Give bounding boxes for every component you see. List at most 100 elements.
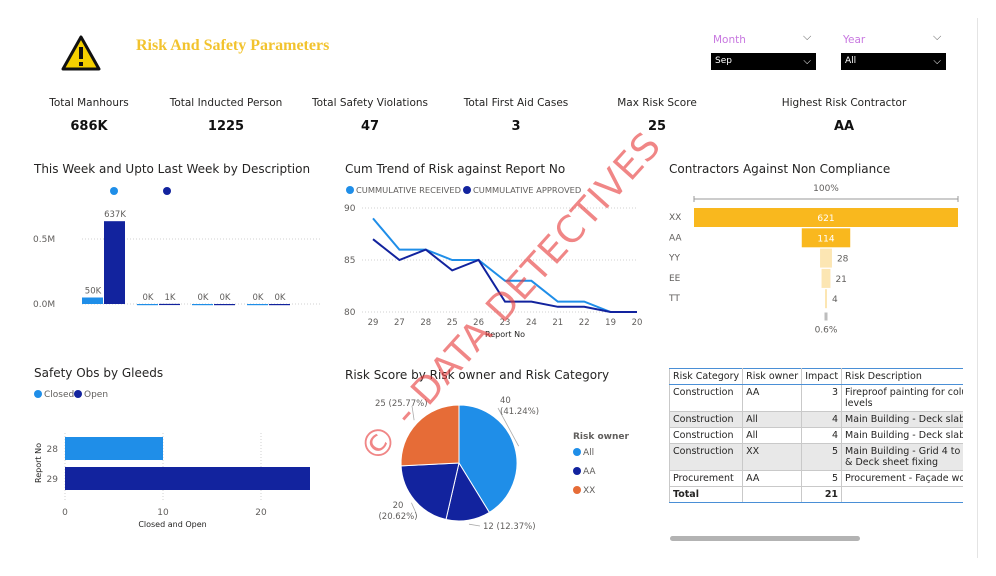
x-tick-label: 24 [526, 318, 537, 328]
table-cell: Procurement [669, 470, 744, 487]
data-label: 50K [85, 287, 102, 297]
year-dropdown[interactable]: All ⌵ [841, 53, 946, 70]
cell-line: Fireproof painting for columr [845, 387, 963, 398]
category-label: TT [668, 294, 680, 304]
kpi-label-max-risk: Max Risk Score [617, 97, 697, 109]
x-tick-label: 28 [420, 318, 431, 328]
table-cell: 5 [801, 443, 843, 471]
month-dropdown[interactable]: Sep ⌵ [711, 53, 816, 70]
kpi-label-first-aid: Total First Aid Cases [463, 97, 569, 109]
chart-title-cum-trend: Cum Trend of Risk against Report No [345, 162, 566, 176]
table-cell: 4 [801, 427, 843, 444]
year-slicer-label: Year [843, 34, 866, 46]
data-label: 0K [143, 293, 154, 303]
table-cell: AA [742, 470, 803, 487]
kpi-value-first-aid: 3 [511, 119, 521, 134]
legend-label: AA [583, 467, 596, 477]
y-axis-title: Report No [34, 443, 43, 483]
x-tick-label: 25 [447, 318, 458, 328]
table-cell: Construction [669, 427, 744, 444]
chevron-down-icon[interactable]: ⌵ [803, 30, 812, 43]
legend-label: Closed [44, 390, 74, 400]
x-tick-label: 10 [157, 508, 169, 518]
risk-pie-chart: 40 (41.24%) 12 (12.37%) 20 (20.62%) 25 (25.77… [375, 396, 629, 532]
table-cell [742, 486, 803, 503]
chart-title-pie: Risk Score by Risk owner and Risk Catego… [345, 368, 610, 382]
chevron-down-icon: ⌵ [933, 56, 941, 67]
table-row[interactable]: Construction All 4 Main Building - Deck … [669, 411, 963, 428]
y-tick-label: 0.0M [33, 300, 55, 310]
x-tick-label: 29 [368, 318, 379, 328]
x-tick-label: 19 [605, 318, 616, 328]
x-tick-label: 26 [473, 318, 484, 328]
leader-line [468, 523, 481, 527]
table-cell: Procurement - Façade works [841, 470, 963, 487]
table-cell: Main Building - Deck slab co [841, 427, 963, 444]
column-header[interactable]: Risk owner [742, 368, 803, 385]
legend-dot [573, 486, 581, 494]
table-cell: All [742, 411, 803, 428]
pie-slice [400, 462, 460, 521]
x-axis-title: Closed and Open [138, 520, 206, 529]
kpi-value-violations: 47 [360, 119, 380, 134]
contractors-funnel-chart: 100% XX 621 AA 114 YY 28 EE 21 TT 4 0.6% [668, 184, 959, 336]
funnel-bottom-label: 0.6% [815, 326, 838, 336]
column-header[interactable]: Risk Category [669, 368, 744, 385]
data-label: 0K [198, 293, 209, 303]
kpi-value-manhours: 686K [70, 119, 108, 134]
kpi-value-highest-contractor: AA [833, 119, 855, 134]
legend-label: XX [583, 486, 595, 496]
table-row[interactable]: Construction XX 5 Main Building - Grid 4… [669, 443, 963, 471]
chart-title-gleeds: Safety Obs by Gleeds [34, 366, 164, 380]
data-label: 621 [817, 214, 834, 224]
bar [159, 303, 180, 306]
table-cell: Construction [669, 384, 744, 412]
table-row[interactable]: Procurement AA 5 Procurement - Façade wo… [669, 470, 963, 487]
data-label: 40 (41.24%) [500, 396, 539, 417]
month-slicer-label: Month [713, 34, 746, 46]
bar [137, 304, 158, 306]
month-dropdown-value: Sep [715, 56, 732, 66]
data-label: 114 [817, 234, 834, 244]
table-row[interactable]: Construction All 4 Main Building - Deck … [669, 427, 963, 444]
table-cell: 3 [801, 384, 843, 412]
legend-label: All [583, 448, 594, 458]
bar [65, 467, 310, 490]
legend-title: Risk owner [573, 432, 629, 442]
risk-table-container[interactable]: Risk Category Risk owner Impact Risk Des… [669, 368, 963, 503]
data-label: 21 [835, 275, 846, 285]
leader-line [411, 405, 415, 421]
legend-label: CUMMULATIVE RECEIVED [356, 185, 461, 195]
kpi-value-max-risk: 25 [647, 119, 667, 134]
category-label: YY [668, 254, 680, 264]
kpi-label-inducted: Total Inducted Person [169, 97, 283, 109]
x-tick-label: 20 [255, 508, 267, 518]
chevron-down-icon[interactable]: ⌵ [933, 30, 942, 43]
funnel-bracket [824, 312, 828, 321]
column-header[interactable]: Risk Description [841, 368, 963, 385]
warning-triangle-icon [60, 34, 102, 72]
legend-dot [573, 448, 581, 456]
data-label: 20 (20.62%) [378, 501, 417, 522]
legend-label: CUMMULATIVE APPROVED [473, 185, 581, 195]
leader-line [497, 407, 520, 447]
leader-line [411, 502, 417, 514]
y-tick-label: 90 [344, 204, 356, 214]
bar [192, 304, 213, 306]
column-header[interactable]: Impact [801, 368, 843, 385]
kpi-value-inducted: 1225 [207, 119, 245, 134]
total-value: 21 [801, 486, 843, 503]
table-cell [841, 486, 963, 503]
chart-title-contractors: Contractors Against Non Compliance [669, 162, 891, 176]
horizontal-scrollbar[interactable] [670, 536, 860, 541]
risk-table: Risk Category Risk owner Impact Risk Des… [669, 368, 963, 503]
total-label: Total [669, 486, 744, 503]
bar [104, 221, 125, 304]
table-row[interactable]: Construction AA 3 Fireproof painting for… [669, 384, 963, 412]
pie-slice [458, 404, 518, 514]
y-tick-label: 85 [344, 256, 355, 266]
data-label: 0K [275, 293, 286, 303]
kpi-label-highest-contractor: Highest Risk Contractor [781, 97, 907, 109]
legend-dot [346, 186, 354, 194]
chevron-down-icon: ⌵ [803, 56, 811, 67]
